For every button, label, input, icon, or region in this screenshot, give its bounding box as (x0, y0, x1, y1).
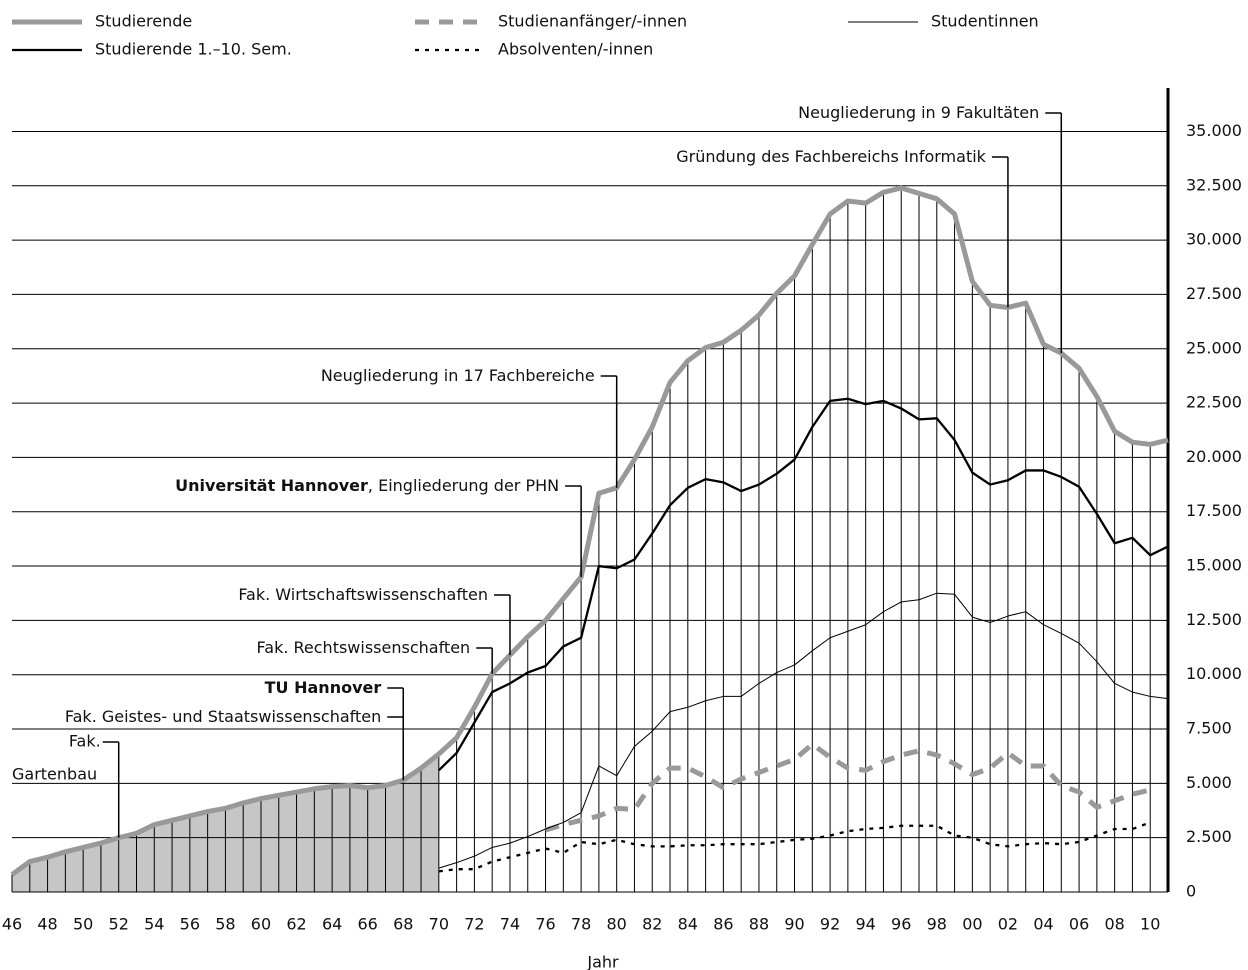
x-tick-label: 06 (1069, 915, 1089, 934)
x-tick-label: 54 (144, 915, 164, 934)
x-tick-label: 84 (678, 915, 698, 934)
annotation-part: Fak. Rechtswissenschaften (257, 638, 471, 657)
annotation-part: Neugliederung in 17 Fachbereiche (321, 366, 595, 385)
x-axis-label: Jahr (586, 953, 619, 970)
annotation-part: Fak. Geistes- und Staatswissenschaften (65, 707, 381, 726)
x-tick-label: 72 (464, 915, 484, 934)
x-tick-label: 68 (393, 915, 413, 934)
x-tick-label: 74 (500, 915, 520, 934)
x-tick-label: 64 (322, 915, 342, 934)
annotation: Fak. (69, 732, 101, 751)
x-tick-label: 70 (429, 915, 449, 934)
annotation: TU Hannover (265, 678, 382, 697)
y-tick-label: 7.500 (1186, 719, 1232, 738)
x-tick-label: 82 (642, 915, 662, 934)
x-tick-label: 86 (713, 915, 733, 934)
y-tick-label: 32.500 (1186, 175, 1242, 194)
y-tick-label: 17.500 (1186, 501, 1242, 520)
annotation-part: TU Hannover (265, 678, 382, 697)
annotation: Universität Hannover, Eingliederung der … (175, 476, 559, 495)
y-tick-label: 22.500 (1186, 393, 1242, 412)
series-line (438, 397, 1169, 772)
x-tick-label: 02 (998, 915, 1018, 934)
series-line (438, 592, 1169, 869)
x-tick-label: 92 (820, 915, 840, 934)
x-tick-label: 50 (73, 915, 93, 934)
annotation: Neugliederung in 17 Fachbereiche (321, 366, 595, 385)
series-line (10, 185, 1169, 877)
annotation: Fak. Geistes- und Staatswissenschaften (65, 707, 381, 726)
annotation: Neugliederung in 9 Fakultäten (798, 103, 1039, 122)
series-line (438, 821, 1151, 873)
x-tick-label: 90 (784, 915, 804, 934)
series-line (544, 741, 1151, 833)
x-tick-label: 04 (1033, 915, 1053, 934)
x-tick-label: 98 (927, 915, 947, 934)
y-tick-label: 20.000 (1186, 447, 1242, 466)
annotation-part: Universität Hannover (175, 476, 368, 495)
x-tick-label: 52 (109, 915, 129, 934)
y-tick-label: 35.000 (1186, 121, 1242, 140)
legend-label: Absolventen/-innen (498, 40, 653, 59)
annotation: Gartenbau (12, 765, 97, 784)
legend-label: Studierende 1.–10. Sem. (95, 40, 292, 59)
x-tick-label: 00 (962, 915, 982, 934)
x-tick-label: 56 (180, 915, 200, 934)
x-tick-label: 94 (855, 915, 875, 934)
y-tick-label: 5.000 (1186, 773, 1232, 792)
x-tick-label: 60 (251, 915, 271, 934)
annotation-part: , Eingliederung der PHN (368, 476, 559, 495)
y-tick-label: 2.500 (1186, 827, 1232, 846)
annotation-part: Gründung des Fachbereichs Informatik (676, 147, 986, 166)
x-tick-label: 48 (37, 915, 57, 934)
x-tick-label: 66 (358, 915, 378, 934)
y-tick-label: 10.000 (1186, 664, 1242, 683)
legend-label: Studienanfänger/-innen (498, 12, 687, 31)
x-tick-label: 58 (215, 915, 235, 934)
y-tick-label: 12.500 (1186, 610, 1242, 629)
y-tick-label: 25.000 (1186, 338, 1242, 357)
y-tick-label: 27.500 (1186, 284, 1242, 303)
x-tick-label: 76 (535, 915, 555, 934)
y-tick-label: 15.000 (1186, 556, 1242, 575)
annotation-part: Fak. Wirtschaftswissenschaften (238, 585, 488, 604)
annotation: Gründung des Fachbereichs Informatik (676, 147, 986, 166)
y-tick-label: 30.000 (1186, 230, 1242, 249)
x-tick-label: 62 (286, 915, 306, 934)
annotation-part: Neugliederung in 9 Fakultäten (798, 103, 1039, 122)
y-tick-label: 0 (1186, 882, 1196, 901)
annotation: Fak. Rechtswissenschaften (257, 638, 471, 657)
legend-label: Studierende (95, 12, 192, 31)
x-tick-label: 10 (1140, 915, 1160, 934)
x-tick-label: 78 (571, 915, 591, 934)
x-tick-label: 96 (891, 915, 911, 934)
annotation: Fak. Wirtschaftswissenschaften (238, 585, 488, 604)
x-tick-label: 46 (2, 915, 22, 934)
x-tick-label: 80 (606, 915, 626, 934)
x-tick-label: 88 (749, 915, 769, 934)
x-tick-label: 08 (1104, 915, 1124, 934)
legend-label: Studentinnen (931, 12, 1039, 31)
